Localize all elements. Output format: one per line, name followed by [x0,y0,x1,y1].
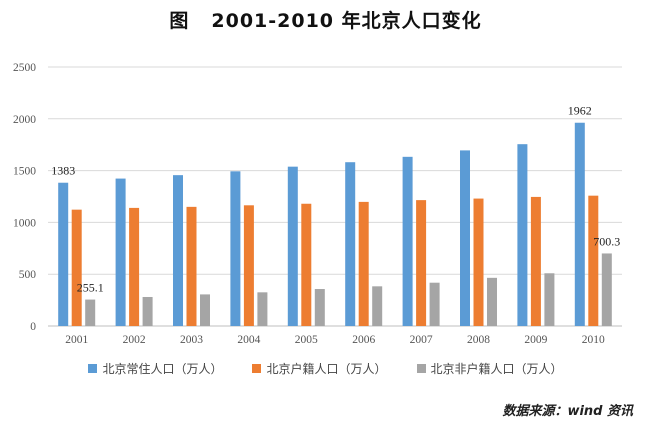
bar [517,144,528,326]
legend-label: 北京常住人口（万人） [102,362,223,376]
x-tick-label: 2006 [352,334,375,346]
legend-item: 北京非户籍人口（万人） [416,360,563,377]
bar [173,175,183,326]
data-label: 1962 [568,104,592,118]
y-tick-label: 2000 [13,114,36,126]
data-label: 700.3 [593,234,620,248]
bar [544,273,555,326]
x-tick-label: 2005 [295,334,318,346]
bar [85,299,96,326]
data-label: 255.1 [77,281,104,295]
x-tick-label: 2003 [180,334,203,346]
bar [487,277,497,326]
x-tick-label: 2009 [524,334,547,346]
bar [473,198,484,326]
data-source: 数据来源：wind 资讯 [502,404,633,419]
bar [574,122,585,326]
bar [58,182,69,326]
bar [115,178,126,326]
bar [230,171,241,326]
figure-label: 图 [169,10,190,32]
bar [460,150,470,326]
bar [71,209,82,326]
x-tick-label: 2007 [410,334,433,346]
x-tick-label: 2004 [237,334,260,346]
x-tick-label: 2008 [467,334,490,346]
bar [402,156,413,326]
chart-title: 图 2001-2010 年北京人口变化 [0,6,651,33]
bar [416,200,427,326]
bar [287,166,298,326]
bar [588,195,599,326]
x-tick-label: 2010 [582,334,605,346]
legend-item: 北京户籍人口（万人） [252,360,387,377]
legend-swatch [416,364,426,373]
y-tick-label: 500 [19,269,37,281]
bar [314,289,325,326]
bar [129,207,140,326]
legend-item: 北京常住人口（万人） [88,360,222,377]
bar [200,294,210,326]
x-tick-label: 2002 [123,334,146,346]
bar [601,253,612,326]
y-tick-label: 0 [30,321,36,333]
bar [372,286,383,326]
legend-label: 北京户籍人口（万人） [266,362,387,376]
legend: 北京常住人口（万人） 北京户籍人口（万人） 北京非户籍人口（万人） [0,360,651,377]
bar [358,201,369,326]
data-label: 1383 [51,164,75,178]
y-tick-label: 1000 [13,217,36,229]
y-tick-label: 1500 [13,166,36,178]
bar [243,205,254,326]
chart-title-text: 2001-2010 年北京人口变化 [211,10,482,32]
bar [530,196,541,326]
bar [429,282,440,326]
bar [186,206,197,326]
legend-swatch [252,364,262,373]
bar [142,296,153,326]
legend-label: 北京非户籍人口（万人） [430,362,563,376]
x-tick-label: 2001 [65,334,88,346]
bar [345,162,356,326]
legend-swatch [88,364,98,373]
bar [301,203,312,326]
bar [257,292,268,326]
y-tick-label: 2500 [13,62,36,74]
